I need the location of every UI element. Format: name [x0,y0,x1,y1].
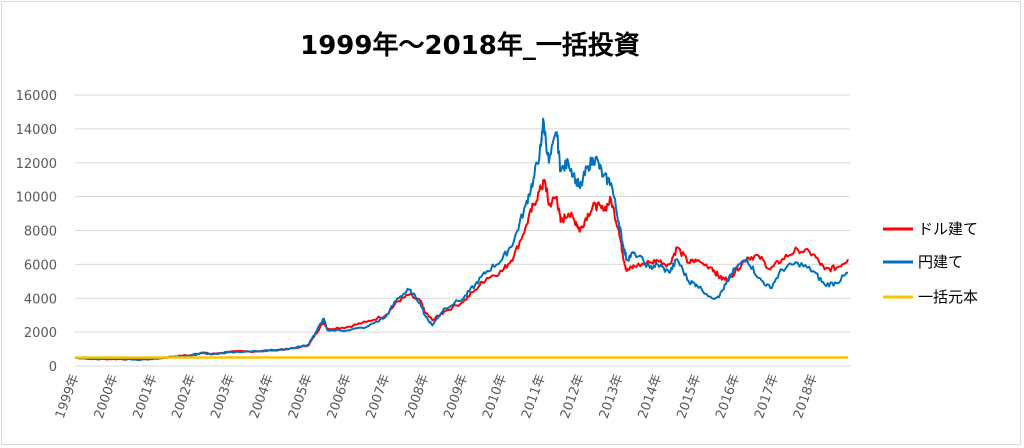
y-tick-label: 4000 [24,292,57,307]
series-lines [74,117,850,362]
gridlines [75,94,850,367]
x-tick-label: 2010年 [480,372,510,420]
y-tick-label: 8000 [24,225,57,240]
x-tick-label: 2009年 [441,372,471,420]
x-axis: 1999年 2000年 2001年 2002年 2003年 2004年 2005年 2006年… [53,372,821,420]
x-tick-label: 2001年 [131,372,161,420]
x-tick-label: 2016年 [713,372,743,420]
x-tick-label: 2008年 [403,372,433,420]
x-tick-label: 1999年 [53,372,83,420]
x-tick-label: 2003年 [208,372,238,420]
chart-title: 1999年～2018年_一括投資 [300,30,640,61]
x-tick-label: 2014年 [636,372,666,420]
x-tick-label: 2015年 [674,372,704,420]
series-line-1 [74,117,849,362]
y-axis: 0 2000 4000 6000 8000 10000 12000 14000 16000 [16,89,57,375]
y-tick-label: 6000 [24,258,57,273]
y-tick-label: 16000 [16,89,57,104]
x-tick-label: 2000年 [92,372,122,420]
x-tick-label: 2017年 [752,372,782,420]
legend-label-2: 一括元本 [918,288,978,306]
y-tick-label: 2000 [24,326,57,341]
x-tick-label: 2018年 [791,372,821,420]
x-tick-label: 2012年 [558,372,588,420]
x-tick-label: 2006年 [325,372,355,420]
x-tick-label: 2002年 [169,372,199,420]
x-tick-label: 2005年 [286,372,316,420]
legend-label-1: 円建て [918,253,963,271]
y-tick-label: 12000 [16,157,57,172]
legend-label-0: ドル建て [918,220,978,238]
x-tick-label: 2007年 [364,372,394,420]
series-line-0 [74,178,850,361]
x-tick-label: 2004年 [247,372,277,420]
y-tick-label: 0 [49,360,57,375]
y-tick-label: 10000 [16,191,57,206]
x-tick-label: 2011年 [519,372,549,420]
x-tick-label: 2013年 [597,372,627,420]
y-tick-label: 14000 [16,123,57,138]
